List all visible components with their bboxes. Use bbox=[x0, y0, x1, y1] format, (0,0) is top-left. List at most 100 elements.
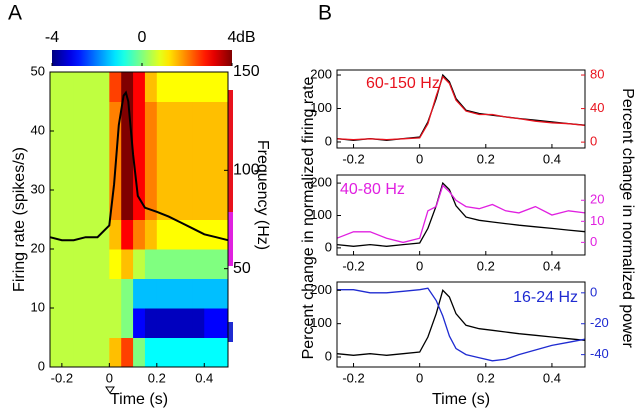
heatmap-cell bbox=[97, 337, 110, 368]
heatmap-cell bbox=[121, 160, 134, 191]
heatmap-cell bbox=[121, 101, 134, 132]
x-tick-label: 0 bbox=[416, 151, 423, 166]
heatmap-cell bbox=[73, 190, 87, 220]
heatmap-cell bbox=[216, 249, 229, 279]
heatmap-cell bbox=[156, 249, 170, 279]
heatmap-cell bbox=[192, 160, 205, 191]
heatmap-cell bbox=[61, 278, 75, 309]
heatmap-cell bbox=[133, 190, 146, 220]
y-tick-label: 20 bbox=[31, 240, 45, 255]
heatmap-cell bbox=[144, 219, 158, 250]
heatmap-cell bbox=[216, 72, 229, 102]
heatmap-cell bbox=[204, 337, 217, 368]
heatmap-cell bbox=[85, 278, 98, 309]
heatmap-cell bbox=[50, 219, 63, 250]
onset-marker bbox=[105, 386, 115, 394]
heatmap-cell bbox=[192, 249, 205, 279]
heatmap-cell bbox=[192, 101, 205, 132]
heatmap-cell bbox=[180, 278, 193, 309]
heatmap-cell bbox=[168, 131, 182, 161]
heatmap-cell bbox=[97, 131, 110, 161]
heatmap-cell bbox=[109, 249, 122, 279]
y2-tick-label: 10 bbox=[590, 213, 604, 228]
heatmap-cell bbox=[50, 249, 63, 279]
heatmap-cell bbox=[204, 101, 217, 132]
heatmap-cell bbox=[156, 337, 170, 368]
heatmap-cell bbox=[216, 278, 229, 309]
y2-tick-label: 0 bbox=[590, 234, 597, 249]
y2-tick-label: 0 bbox=[590, 284, 597, 299]
heatmap-cell bbox=[180, 131, 193, 161]
heatmap-cell bbox=[97, 72, 110, 102]
heatmap-cell bbox=[133, 308, 146, 338]
heatmap-cell bbox=[85, 72, 98, 102]
heatmap-cell bbox=[50, 72, 63, 102]
heatmap-cell bbox=[168, 160, 182, 191]
band-label: 16-24 Hz bbox=[513, 289, 578, 306]
heatmap-cell bbox=[216, 190, 229, 220]
heatmap-cell bbox=[133, 72, 146, 102]
heatmap-cell bbox=[204, 219, 217, 250]
y2-tick-label: 0 bbox=[590, 134, 597, 149]
heatmap-cell bbox=[109, 72, 122, 102]
y-axis-label: Firing rate (spikes/s) bbox=[11, 147, 28, 292]
heatmap-cell bbox=[168, 101, 182, 132]
panel-letter: B bbox=[318, 2, 332, 25]
band-label: 40-80 Hz bbox=[340, 181, 405, 198]
x-tick-label: -0.2 bbox=[342, 258, 364, 273]
heatmap-cell bbox=[61, 160, 75, 191]
heatmap-cell bbox=[192, 219, 205, 250]
heatmap-cell bbox=[204, 131, 217, 161]
heatmap-cell bbox=[61, 337, 75, 368]
heatmap-cell bbox=[73, 101, 87, 132]
heatmap-cell bbox=[144, 337, 158, 368]
band-marker bbox=[228, 322, 233, 342]
y2-tick-label: -20 bbox=[590, 315, 609, 330]
y2-tick-label: 100 bbox=[233, 162, 260, 179]
heatmap-cell bbox=[156, 219, 170, 250]
heatmap-cell bbox=[85, 249, 98, 279]
heatmap-cell bbox=[216, 219, 229, 250]
heatmap-cell bbox=[216, 308, 229, 338]
heatmap-cell bbox=[168, 219, 182, 250]
heatmap-cell bbox=[192, 308, 205, 338]
y-tick-label: 30 bbox=[31, 181, 45, 196]
heatmap-cell bbox=[156, 308, 170, 338]
heatmap-cell bbox=[97, 190, 110, 220]
heatmap-cell bbox=[85, 131, 98, 161]
heatmap-cell bbox=[192, 337, 205, 368]
firing-rate-line bbox=[336, 181, 586, 247]
heatmap-cell bbox=[97, 249, 110, 279]
heatmap-cell bbox=[61, 219, 75, 250]
y-tick-label: 100 bbox=[310, 207, 332, 222]
heatmap-cell bbox=[216, 131, 229, 161]
heatmap-cell bbox=[133, 337, 146, 368]
x-tick-label: 0.4 bbox=[543, 258, 561, 273]
heatmap-cell bbox=[204, 278, 217, 309]
heatmap-cell bbox=[168, 190, 182, 220]
heatmap-cell bbox=[50, 337, 63, 368]
y2-tick-label: 40 bbox=[590, 100, 604, 115]
heatmap-cell bbox=[156, 278, 170, 309]
heatmap-cell bbox=[180, 337, 193, 368]
y-tick-label: 50 bbox=[31, 63, 45, 78]
heatmap-cell bbox=[85, 219, 98, 250]
heatmap-cell bbox=[50, 131, 63, 161]
heatmap-cell bbox=[73, 278, 87, 309]
y-tick-label: 200 bbox=[310, 66, 332, 81]
x-axis-label: Time (s) bbox=[110, 391, 168, 408]
heatmap-cell bbox=[180, 101, 193, 132]
heatmap-cell bbox=[85, 337, 98, 368]
heatmap-cell bbox=[50, 278, 63, 309]
heatmap-cell bbox=[121, 337, 134, 368]
heatmap-cell bbox=[168, 249, 182, 279]
heatmap-cell bbox=[109, 308, 122, 338]
heatmap-cell bbox=[73, 219, 87, 250]
power-line bbox=[337, 287, 586, 362]
y2-tick-label: 20 bbox=[590, 192, 604, 207]
heatmap-cell bbox=[61, 249, 75, 279]
heatmap-cell bbox=[156, 160, 170, 191]
heatmap-cell bbox=[204, 160, 217, 191]
colorbar-label: dB bbox=[236, 29, 256, 46]
x-tick-label: 0.2 bbox=[477, 370, 495, 385]
